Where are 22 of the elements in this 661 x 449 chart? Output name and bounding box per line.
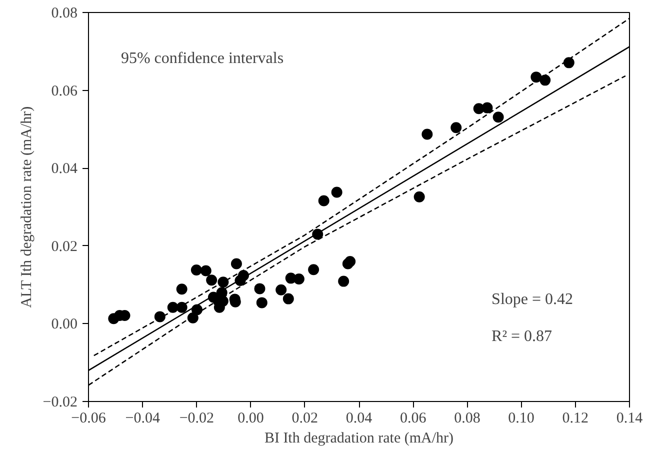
x-tick-label: 0.06 [400, 410, 427, 426]
annotation: 95% confidence intervals [120, 50, 284, 67]
x-tick-label: −0.06 [71, 410, 106, 426]
x-tick-label: −0.02 [179, 410, 214, 426]
y-tick-label: 0.08 [51, 6, 78, 22]
x-tick-label: 0.12 [562, 410, 589, 426]
y-tick-label: −0.02 [42, 394, 78, 410]
y-axis-title: ALT Ith degradation rate (mA/hr) [18, 106, 35, 308]
y-tick-label: 0.00 [51, 316, 78, 333]
x-tick-label: −0.04 [125, 410, 160, 426]
x-tick-label: 0.02 [292, 410, 318, 426]
annotation: Slope = 0.42 [492, 291, 574, 308]
annotation: R² = 0.87 [492, 328, 552, 346]
x-axis-title: BI Ith degradation rate (mA/hr) [264, 430, 454, 446]
y-tick-label: 0.04 [51, 161, 78, 178]
x-tick-label: 0.14 [616, 410, 644, 426]
x-tick-label: 0.08 [454, 410, 480, 426]
x-tick-label: 0.00 [238, 410, 264, 426]
x-tick-label: 0.10 [508, 410, 534, 426]
y-tick-label: 0.06 [51, 83, 78, 100]
x-tick-label: 0.04 [346, 410, 373, 426]
y-tick-label: 0.02 [51, 238, 78, 255]
